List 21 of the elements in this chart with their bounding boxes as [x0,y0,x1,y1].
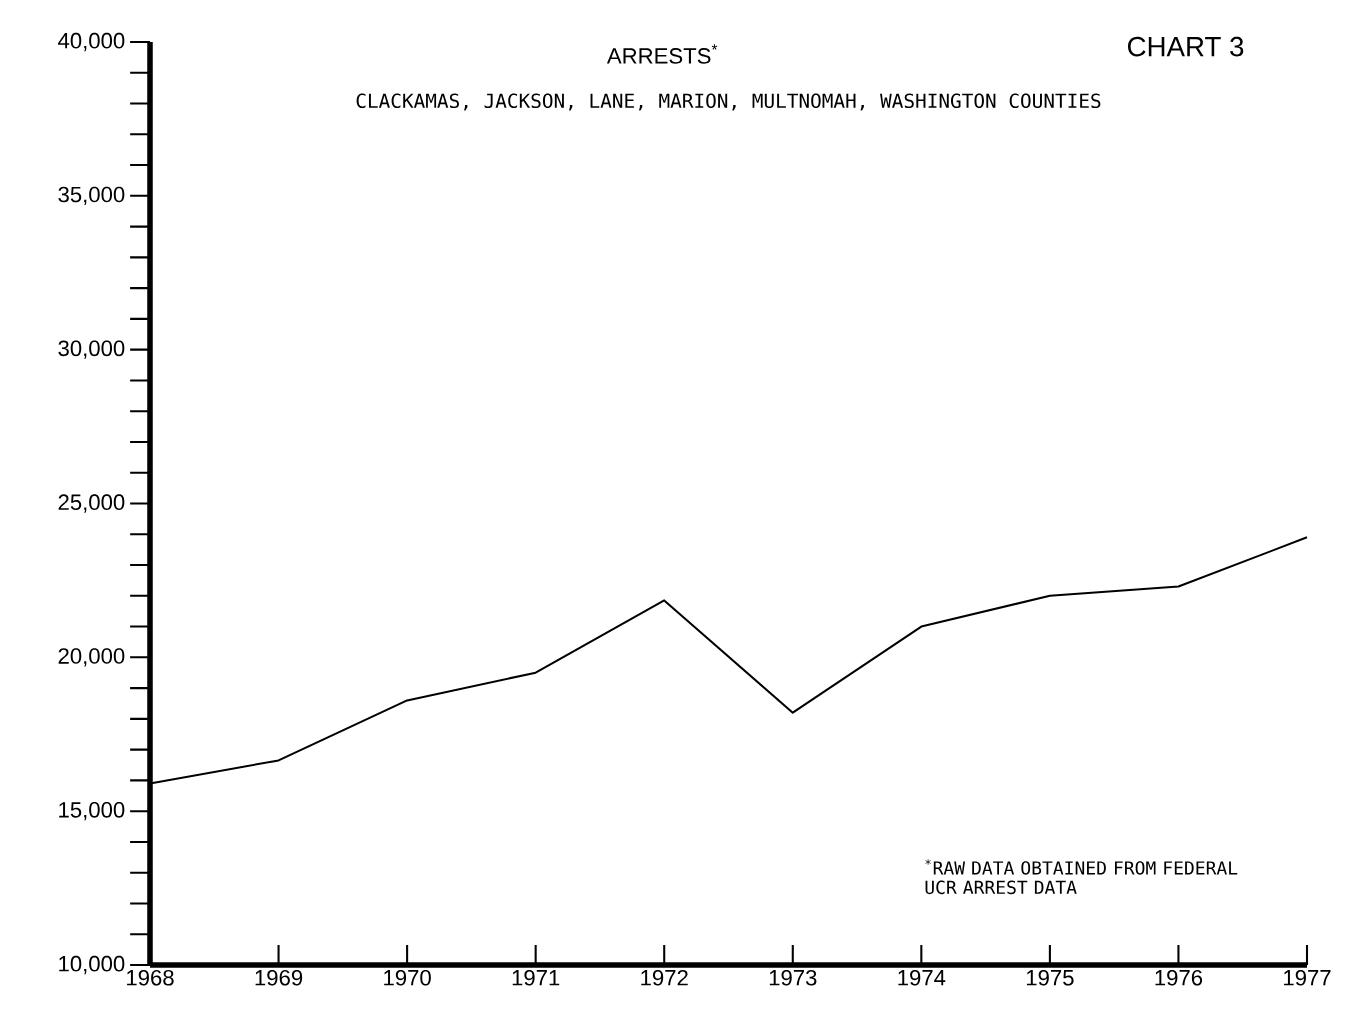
x-tick-label: 1975 [1026,969,1074,986]
text: CLACKAMAS, JACKSON, LANE, MARION, MULTNOMAH, WASHINGTON COUNTIES [356,93,1101,111]
x-tick-label: 1974 [898,969,946,986]
x-tick-label: 1970 [384,969,431,986]
annotation: $^{*}$RAW DATA OBTAINED FROM FEDERAL UCR ARREST DATA [925,859,1238,895]
y-tick-label: 40,000 [58,32,125,52]
y-tick-label: 10,000 [59,955,125,975]
x-tick-label: 1976 [1155,969,1203,986]
y-tick-label: 15,000 [59,802,125,821]
chart-title: ARRESTS$^{*}$ [606,44,718,64]
annotation: CHART 3 [1127,36,1244,57]
x-tick-label: 1977 [1284,969,1331,986]
y-tick-label: 35,000 [58,186,125,205]
x-tick-label: 1968 [127,969,174,986]
y-tick-label: 20,000 [58,648,125,667]
x-tick-label: 1972 [641,969,688,986]
y-tick-label: 25,000 [58,494,125,513]
y-tick-label: 30,000 [58,340,125,359]
x-tick-label: 1973 [769,969,817,986]
x-tick-label: 1971 [512,969,560,986]
x-tick-label: 1969 [255,969,303,986]
